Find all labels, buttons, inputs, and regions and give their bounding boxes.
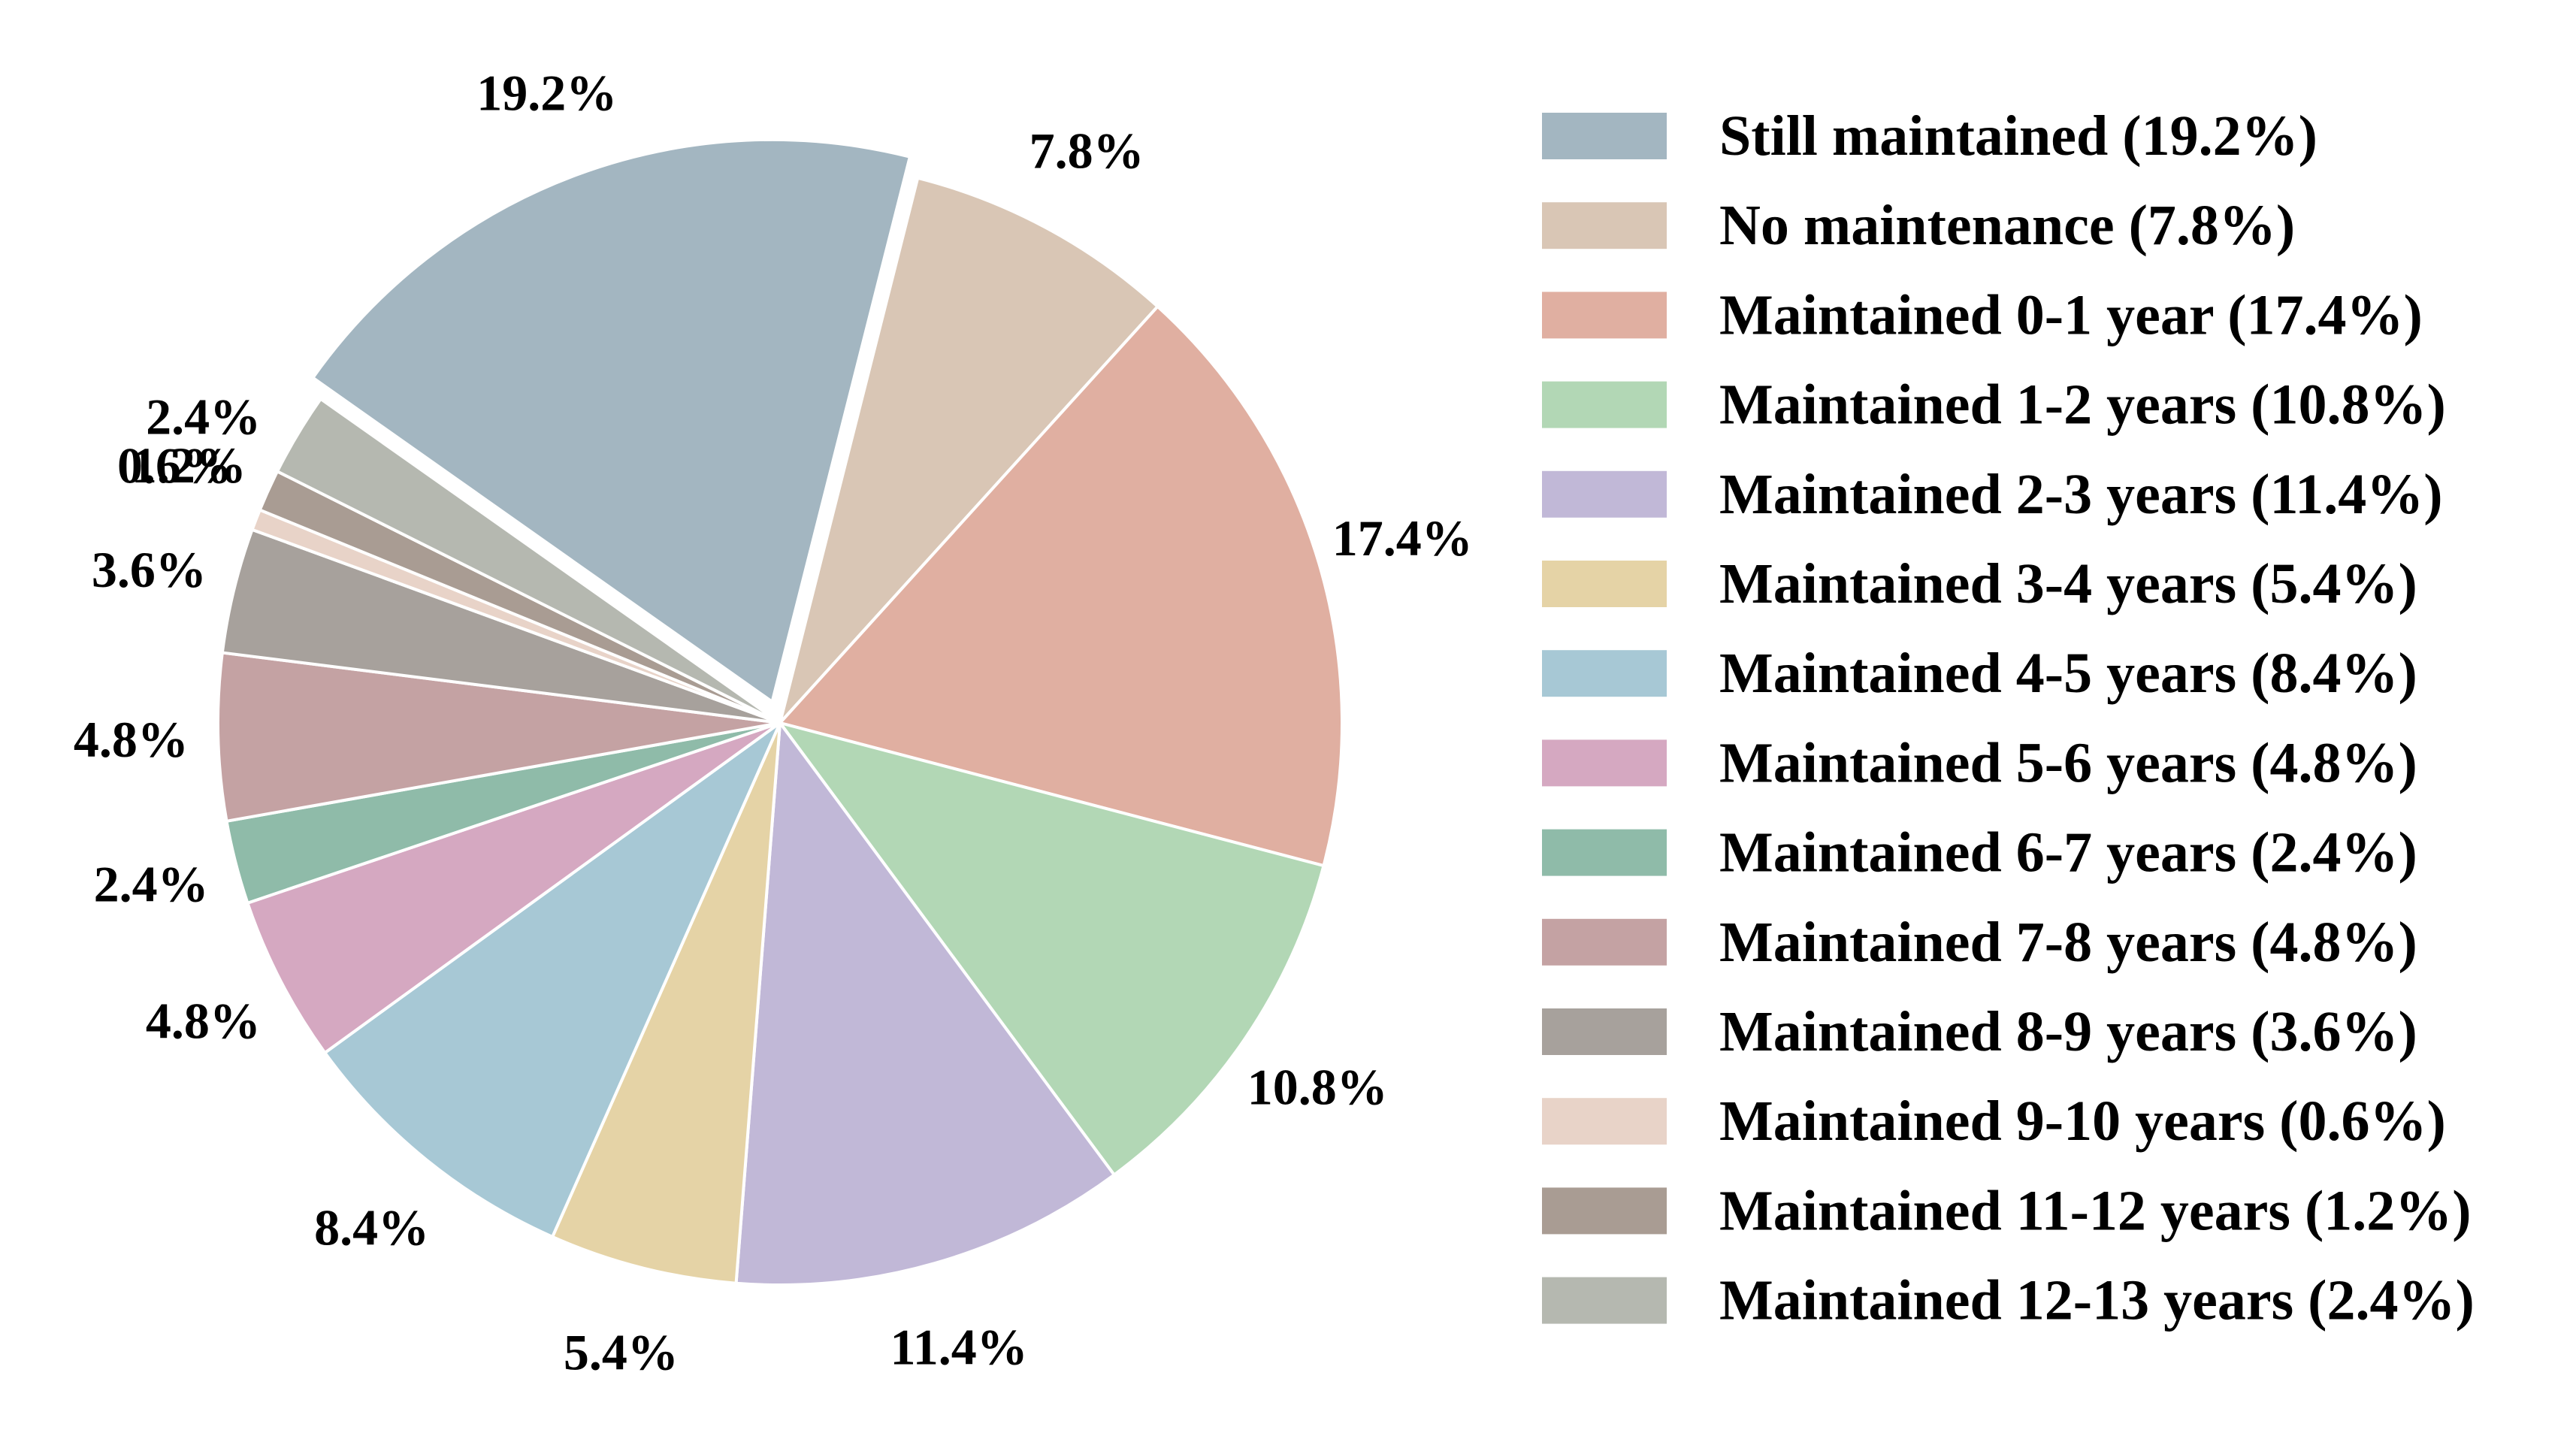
legend-item-maintained-6-7-years: Maintained 6-7 years (2.4%) (1542, 821, 2417, 884)
legend-swatch (1542, 829, 1667, 876)
legend: Still maintained (19.2%) No maintenance (… (1542, 104, 2475, 1332)
slice-label-maintained-3-4-years: 5.4% (564, 1324, 679, 1381)
slice-label-maintained-4-5-years: 8.4% (314, 1199, 429, 1256)
legend-label: Maintained 12-13 years (2.4%) (1719, 1269, 2475, 1332)
slice-label-maintained-12-13-years: 2.4% (146, 388, 261, 445)
pie-slice-maintained-2-3-years (734, 721, 1116, 1286)
pie-percent-labels: 19.2% 7.8% 17.4% 10.8% 11.4% 5.4% 8.4% 4.8% 2.4%… (74, 65, 1473, 1381)
slice-label-maintained-0-1-year: 17.4% (1332, 509, 1473, 567)
pie-slice-maintained-3-4-years (551, 721, 782, 1285)
legend-label: Maintained 7-8 years (4.8%) (1719, 911, 2417, 974)
legend-label: Still maintained (19.2%) (1719, 104, 2317, 168)
slice-label-still-maintained: 19.2% (476, 65, 617, 122)
legend-item-maintained-1-2-years: Maintained 1-2 years (10.8%) (1542, 373, 2446, 437)
slice-label-maintained-6-7-years: 2.4% (94, 856, 209, 913)
legend-item-maintained-5-6-years: Maintained 5-6 years (4.8%) (1542, 731, 2417, 794)
legend-item-maintained-4-5-years: Maintained 4-5 years (8.4%) (1542, 642, 2417, 705)
legend-item-maintained-8-9-years: Maintained 8-9 years (3.6%) (1542, 1000, 2417, 1063)
legend-swatch (1542, 561, 1667, 607)
legend-swatch (1542, 202, 1667, 249)
slice-label-no-maintenance: 7.8% (1029, 122, 1144, 180)
legend-label: Maintained 11-12 years (1.2%) (1719, 1179, 2472, 1242)
legend-item-still-maintained: Still maintained (19.2%) (1542, 104, 2317, 168)
legend-swatch (1542, 113, 1667, 159)
legend-label: Maintained 4-5 years (8.4%) (1719, 642, 2417, 705)
slice-label-maintained-2-3-years: 11.4% (890, 1318, 1027, 1375)
legend-swatch (1542, 381, 1667, 428)
legend-swatch (1542, 650, 1667, 697)
legend-label: Maintained 3-4 years (5.4%) (1719, 552, 2417, 615)
slice-label-maintained-1-2-years: 10.8% (1247, 1059, 1388, 1116)
legend-swatch (1542, 470, 1667, 518)
pie-slice-maintained-0-1-year (779, 304, 1344, 868)
legend-swatch (1542, 1277, 1667, 1324)
pie-slice-maintained-5-6-years (246, 721, 782, 1055)
legend-swatch (1542, 292, 1667, 339)
pie-slice-no-maintenance (779, 176, 1160, 724)
legend-label: No maintenance (7.8%) (1719, 194, 2295, 257)
pie-slice-maintained-7-8-years (216, 651, 782, 823)
legend-item-maintained-3-4-years: Maintained 3-4 years (5.4%) (1542, 552, 2417, 615)
legend-swatch (1542, 1187, 1667, 1235)
legend-item-maintained-9-10-years: Maintained 9-10 years (0.6%) (1542, 1090, 2446, 1153)
legend-label: Maintained 6-7 years (2.4%) (1719, 821, 2417, 884)
legend-item-maintained-0-1-year: Maintained 0-1 year (17.4%) (1542, 283, 2423, 346)
legend-label: Maintained 2-3 years (11.4%) (1719, 463, 2443, 526)
pie-slices (216, 138, 1344, 1286)
slice-label-maintained-5-6-years: 4.8% (146, 992, 261, 1049)
legend-swatch (1542, 918, 1667, 966)
legend-label: Maintained 8-9 years (3.6%) (1719, 1000, 2417, 1063)
legend-swatch (1542, 1008, 1667, 1055)
legend-swatch (1542, 739, 1667, 787)
slice-label-maintained-11-12-years: 1.2% (132, 437, 246, 494)
pie-slice-still-maintained (311, 138, 912, 703)
legend-item-maintained-2-3-years: Maintained 2-3 years (11.4%) (1542, 463, 2443, 526)
pie-slice-maintained-4-5-years (323, 721, 782, 1238)
legend-label: Maintained 5-6 years (4.8%) (1719, 731, 2417, 794)
pie-slice-maintained-1-2-years (779, 721, 1326, 1177)
slice-label-maintained-8-9-years: 3.6% (92, 541, 207, 598)
legend-label: Maintained 1-2 years (10.8%) (1719, 373, 2446, 437)
legend-item-maintained-11-12-years: Maintained 11-12 years (1.2%) (1542, 1179, 2472, 1242)
legend-item-maintained-12-13-years: Maintained 12-13 years (2.4%) (1542, 1269, 2475, 1332)
legend-item-no-maintenance: No maintenance (7.8%) (1542, 194, 2295, 257)
legend-item-maintained-7-8-years: Maintained 7-8 years (4.8%) (1542, 911, 2417, 974)
pie-slice-maintained-12-13-years (276, 397, 782, 724)
legend-label: Maintained 9-10 years (0.6%) (1719, 1090, 2446, 1153)
slice-label-maintained-7-8-years: 4.8% (74, 711, 189, 768)
legend-label: Maintained 0-1 year (17.4%) (1719, 283, 2423, 346)
slice-label-maintained-9-10-years: 0.6% (117, 437, 232, 494)
legend-swatch (1542, 1098, 1667, 1145)
